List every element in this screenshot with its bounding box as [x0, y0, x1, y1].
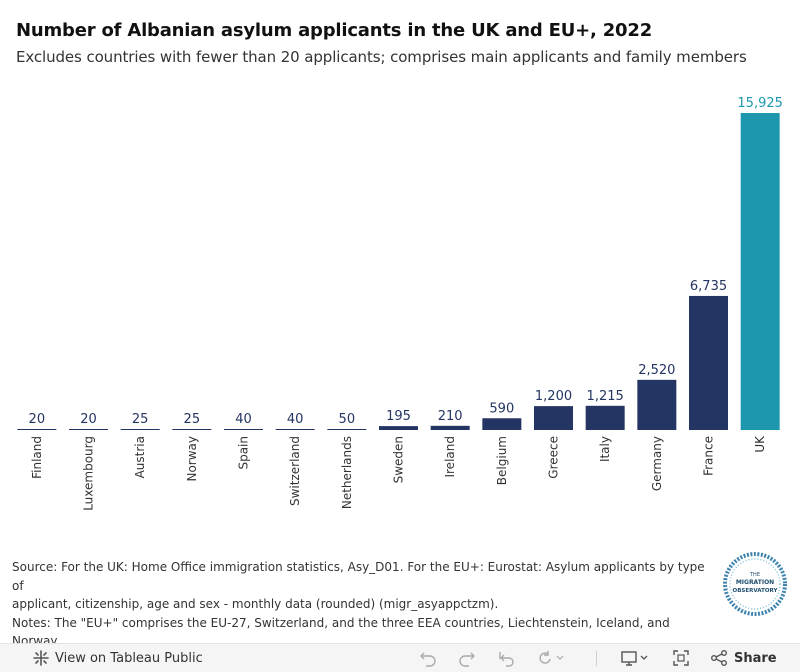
data-label-germany: 2,520: [638, 363, 675, 378]
data-label-austria: 25: [132, 412, 149, 427]
x-tick-label-spain: Spain: [237, 436, 251, 470]
fullscreen-icon[interactable]: [672, 644, 690, 672]
redo-icon[interactable]: [457, 644, 477, 672]
data-label-spain: 40: [235, 412, 252, 427]
data-label-netherlands: 50: [339, 412, 356, 427]
bar-norway[interactable]: [172, 429, 212, 430]
x-tick-label-sweden: Sweden: [392, 436, 406, 483]
source-note-line-1: Source: For the UK: Home Office immigrat…: [12, 560, 705, 593]
logo-text-the: THE: [749, 572, 760, 578]
tableau-toolbar: View on Tableau Public Share: [0, 643, 800, 672]
data-label-belgium: 590: [489, 401, 514, 416]
x-tick-label-austria: Austria: [133, 436, 147, 478]
x-tick-label-norway: Norway: [185, 436, 199, 482]
toolbar-divider: [596, 651, 597, 666]
x-tick-label-belgium: Belgium: [495, 436, 509, 485]
undo-icon[interactable]: [418, 644, 438, 672]
data-label-sweden: 195: [386, 409, 411, 424]
bar-germany[interactable]: [637, 379, 677, 430]
revert-icon[interactable]: [497, 644, 517, 672]
bar-finland[interactable]: [17, 429, 57, 430]
view-on-tableau-label: View on Tableau Public: [55, 650, 203, 666]
share-button[interactable]: Share: [710, 644, 777, 672]
bar-spain[interactable]: [224, 429, 263, 430]
footnotes: Source: For the UK: Home Office immigrat…: [12, 558, 712, 651]
bar-uk[interactable]: [740, 113, 780, 430]
data-label-greece: 1,200: [535, 389, 572, 404]
data-label-ireland: 210: [438, 409, 463, 424]
data-label-norway: 25: [184, 412, 201, 427]
bar-chart: 20 Finland 20 Luxembourg 25 Austria 25 Norway 40…: [17, 96, 783, 511]
x-tick-label-ireland: Ireland: [443, 436, 457, 478]
data-label-luxembourg: 20: [80, 412, 97, 427]
bar-sweden[interactable]: [379, 426, 418, 430]
bar-ireland[interactable]: [430, 425, 470, 430]
source-note-line-2: applicant, citizenship, age and sex - mo…: [12, 597, 499, 611]
x-tick-label-germany: Germany: [650, 436, 664, 491]
share-label: Share: [734, 650, 777, 666]
x-tick-label-greece: Greece: [547, 436, 561, 479]
x-tick-label-uk: UK: [753, 435, 767, 453]
x-tick-label-france: France: [702, 436, 716, 476]
bar-belgium[interactable]: [482, 418, 522, 430]
logo-text-migration: MIGRATION: [736, 579, 774, 586]
share-icon: [711, 650, 727, 666]
bar-netherlands[interactable]: [327, 429, 367, 430]
bar-italy[interactable]: [585, 405, 625, 430]
chart-title: Number of Albanian asylum applicants in …: [16, 20, 653, 41]
bar-france[interactable]: [689, 295, 728, 430]
x-tick-label-switzerland: Switzerland: [288, 436, 302, 506]
download-icon[interactable]: [620, 644, 652, 672]
bar-austria[interactable]: [120, 429, 160, 430]
chart-subtitle: Excludes countries with fewer than 20 ap…: [16, 48, 747, 66]
x-tick-label-netherlands: Netherlands: [340, 436, 354, 509]
bar-greece[interactable]: [534, 406, 573, 430]
bar-luxembourg[interactable]: [69, 429, 108, 430]
view-on-tableau-link[interactable]: View on Tableau Public: [32, 644, 203, 672]
migration-observatory-logo[interactable]: THE MIGRATION OBSERVATORY: [721, 550, 789, 618]
x-tick-label-finland: Finland: [30, 436, 44, 479]
data-label-finland: 20: [29, 412, 46, 427]
x-tick-label-italy: Italy: [598, 436, 612, 462]
refresh-icon[interactable]: [535, 644, 565, 672]
bar-switzerland[interactable]: [275, 429, 315, 430]
data-label-italy: 1,215: [587, 389, 624, 404]
data-label-france: 6,735: [690, 279, 727, 294]
data-label-switzerland: 40: [287, 412, 304, 427]
tableau-icon: [33, 650, 49, 666]
x-tick-label-luxembourg: Luxembourg: [82, 436, 96, 511]
data-label-uk: 15,925: [737, 96, 783, 111]
logo-text-observatory: OBSERVATORY: [733, 588, 779, 594]
